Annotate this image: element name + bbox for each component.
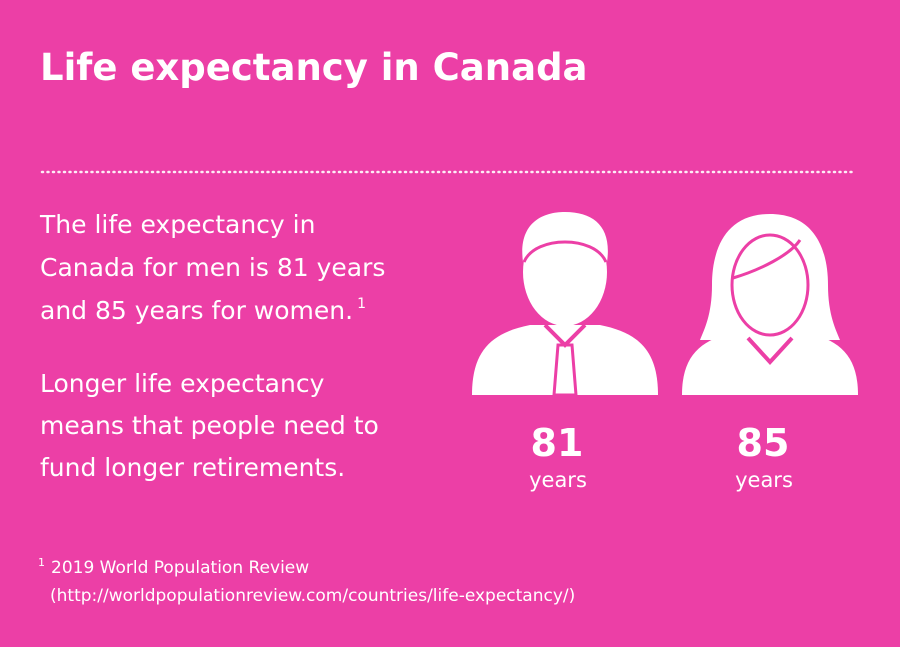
footnote-line: 1 2019 World Population Review: [38, 556, 309, 578]
paragraph-line: The life expectancy in: [39, 210, 315, 239]
text: fund longer retirements.: [40, 453, 345, 482]
figure-value: 85: [737, 421, 790, 465]
paragraph-line: and 85 years for women. 1: [40, 296, 366, 325]
footnote-url: (http://worldpopulationreview.com/countr…: [50, 586, 575, 606]
text: means that people need to: [40, 411, 379, 440]
man-icon: [472, 212, 658, 397]
figure-unit: years: [529, 468, 587, 492]
paragraph-line: means that people need to: [40, 411, 379, 440]
paragraph-line: fund longer retirements.: [40, 453, 345, 482]
text: Longer life expectancy: [40, 369, 325, 398]
paragraph-line: Longer life expectancy: [40, 369, 325, 398]
text: The life expectancy in: [39, 210, 315, 239]
text: Canada for men is 81 years: [40, 253, 385, 282]
title: Life expectancy in Canada: [40, 46, 588, 89]
figure-value: 81: [531, 421, 584, 465]
figure-unit: years: [735, 468, 793, 492]
footnote-source: 2019 World Population Review: [51, 558, 309, 578]
text: and 85 years for women.: [40, 296, 353, 325]
woman-icon: [682, 214, 858, 395]
paragraph-line: Canada for men is 81 years: [40, 253, 385, 282]
note-marker: 1: [357, 296, 366, 312]
footnote-marker: 1: [38, 556, 45, 569]
